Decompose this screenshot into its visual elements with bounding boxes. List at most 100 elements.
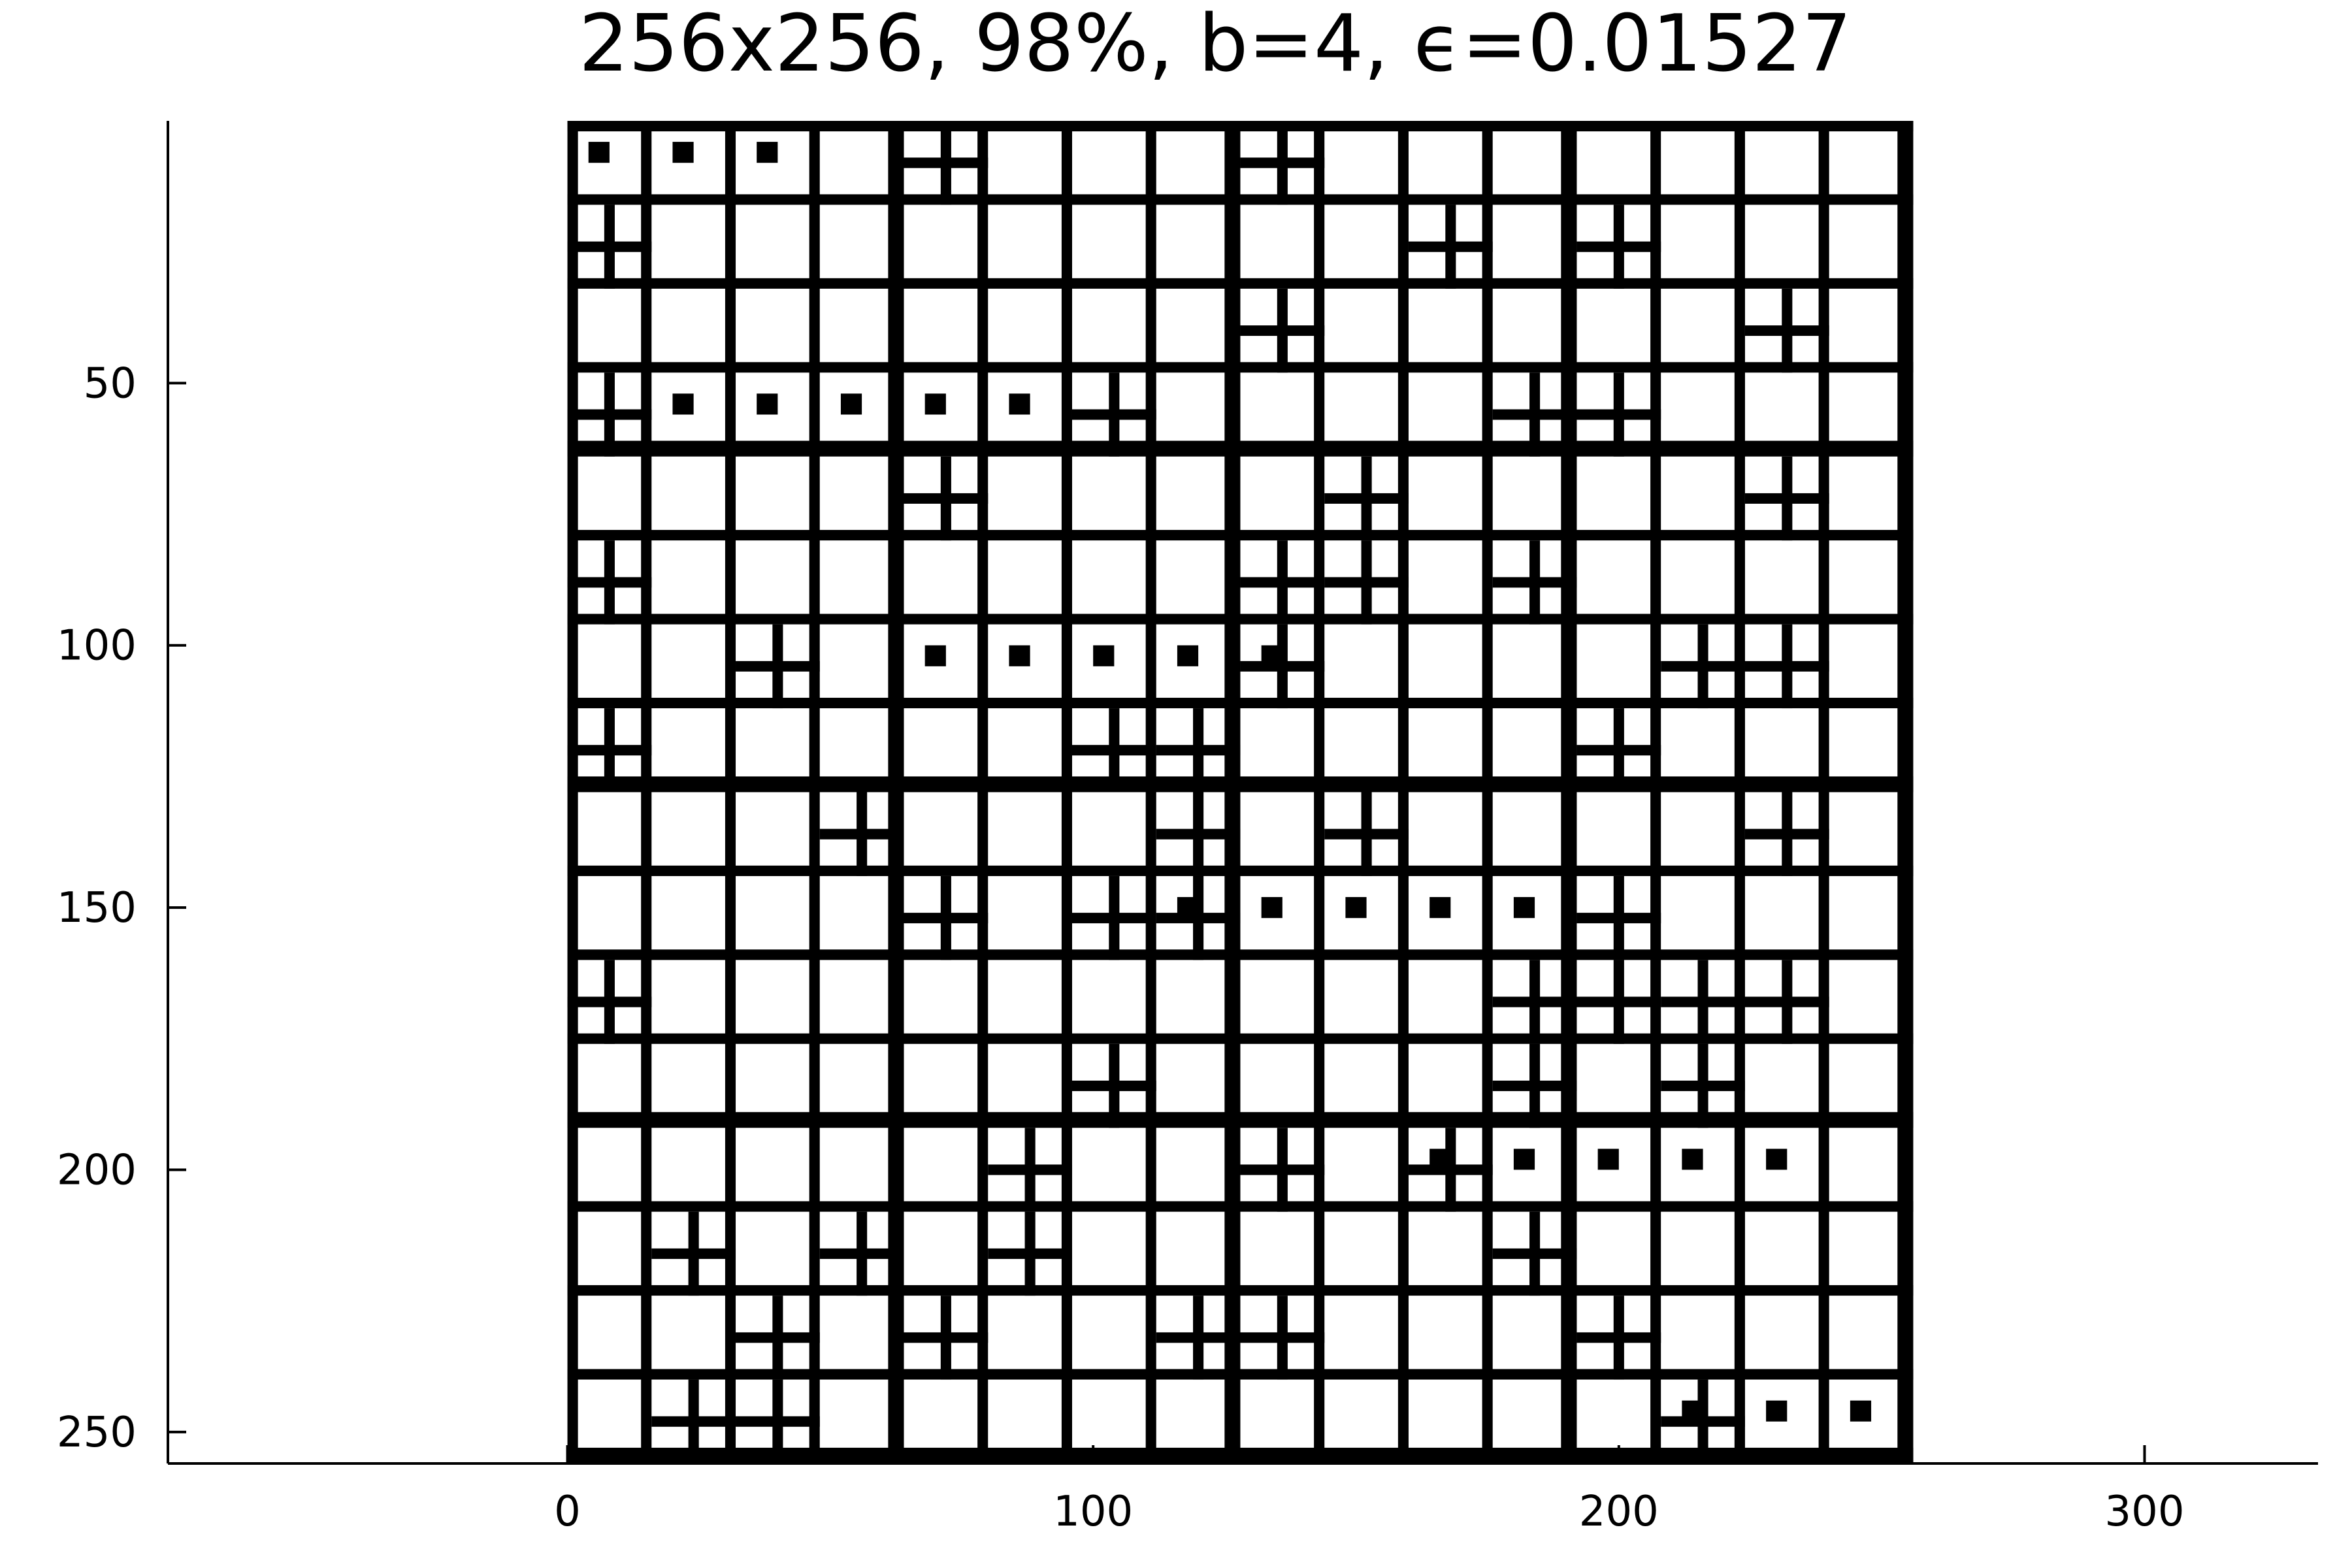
coarse-vband (1734, 121, 1745, 1463)
matrix-block (1513, 897, 1535, 919)
x-tick-label: 100 (1053, 1488, 1133, 1536)
coarse-hband (567, 1369, 1914, 1380)
fine-vband (857, 1211, 868, 1296)
coarse-hband (567, 865, 1914, 876)
y-tick-label: 250 (57, 1409, 137, 1457)
matrix-block (1766, 1149, 1788, 1170)
fine-vband (604, 204, 615, 289)
coarse-vband (1224, 121, 1241, 1463)
fine-vband (1782, 624, 1793, 709)
matrix-block (924, 393, 946, 415)
matrix-block (1261, 645, 1282, 666)
coarse-vband (1897, 121, 1914, 1463)
fine-vband (1613, 960, 1624, 1044)
fine-vband (1277, 121, 1288, 205)
matrix-block (1850, 1400, 1872, 1422)
matrix-block (1682, 1400, 1703, 1422)
matrix-block (1429, 897, 1451, 919)
fine-vband (1613, 875, 1624, 960)
fine-vband (1277, 1128, 1288, 1212)
fine-vband (1024, 1211, 1036, 1296)
fine-vband (688, 1211, 699, 1296)
matrix-block (1177, 645, 1199, 666)
coarse-vband (1561, 121, 1577, 1463)
y-tick-label: 100 (57, 622, 137, 670)
fine-vband (1277, 1296, 1288, 1380)
fine-vband (1697, 1043, 1708, 1128)
axes: 0 100 200 300 50 100 150 200 250 (57, 121, 2318, 1536)
fine-vband (1361, 456, 1372, 541)
matrix-block (1682, 1149, 1703, 1170)
fine-vband (1613, 708, 1624, 792)
matrix-block (1597, 1149, 1619, 1170)
coarse-hband (567, 1033, 1914, 1044)
coarse-vband (1818, 121, 1829, 1463)
fine-vband (1782, 960, 1793, 1044)
fine-vband (604, 708, 615, 792)
fine-vband (1529, 1043, 1541, 1128)
fine-vband (1361, 540, 1372, 625)
matrix-block (757, 393, 778, 415)
coarse-vband (1314, 121, 1325, 1463)
fine-vband (940, 456, 951, 541)
plot-area (567, 121, 1914, 1463)
fine-vband (940, 121, 951, 205)
fine-vband (604, 540, 615, 625)
matrix-block (757, 142, 778, 163)
coarse-hband (567, 1285, 1914, 1296)
matrix-block (588, 142, 610, 163)
fine-vband (1529, 540, 1541, 625)
fine-vband (940, 875, 951, 960)
matrix-block (1093, 645, 1115, 666)
y-tick-label: 50 (84, 359, 137, 408)
fine-vband (857, 792, 868, 876)
coarse-vband (1650, 121, 1661, 1463)
matrix-block (672, 393, 694, 415)
fine-vband (1109, 875, 1120, 960)
matrix-block (1261, 897, 1282, 919)
matrix-block (1009, 645, 1030, 666)
matrix-block (1766, 1400, 1788, 1422)
fine-vband (604, 960, 615, 1044)
fine-vband (940, 1296, 951, 1380)
fine-vband (772, 1379, 783, 1463)
fine-vband (1445, 204, 1456, 289)
matrix-block (1429, 1149, 1451, 1170)
fine-vband (1529, 372, 1541, 457)
coarse-hband (567, 1447, 1914, 1463)
x-tick-label: 200 (1579, 1488, 1659, 1536)
matrix-block (1345, 897, 1367, 919)
fine-vband (1193, 792, 1204, 876)
coarse-vband (1397, 121, 1409, 1463)
fine-vband (1782, 456, 1793, 541)
fine-vband (1613, 204, 1624, 289)
fine-vband (1193, 708, 1204, 792)
coarse-hband (567, 1201, 1914, 1212)
fine-vband (1613, 1296, 1624, 1380)
fine-vband (1697, 624, 1708, 709)
fine-vband (1109, 708, 1120, 792)
x-tick-label: 0 (554, 1488, 581, 1536)
fine-vband (1529, 960, 1541, 1044)
fine-vband (1109, 1043, 1120, 1128)
fine-vband (1277, 540, 1288, 625)
x-tick-label: 300 (2104, 1488, 2184, 1536)
coarse-hband (567, 1112, 1914, 1128)
coarse-vband (1482, 121, 1493, 1463)
fine-vband (1782, 288, 1793, 373)
fine-vband (1697, 960, 1708, 1044)
matrix-block (924, 645, 946, 666)
fine-vband (1193, 1296, 1204, 1380)
matrix-block (1177, 897, 1199, 919)
coarse-hband (567, 949, 1914, 960)
chart-title: 256x256, 98%, b=4, ϵ=0.01527 (579, 0, 1852, 90)
fine-vband (1613, 372, 1624, 457)
matrix-block (1513, 1149, 1535, 1170)
fine-vband (1109, 372, 1120, 457)
matrix-block (1009, 393, 1030, 415)
fine-vband (1277, 288, 1288, 373)
fine-vband (772, 624, 783, 709)
fine-vband (1361, 792, 1372, 876)
fine-vband (1024, 1128, 1036, 1212)
